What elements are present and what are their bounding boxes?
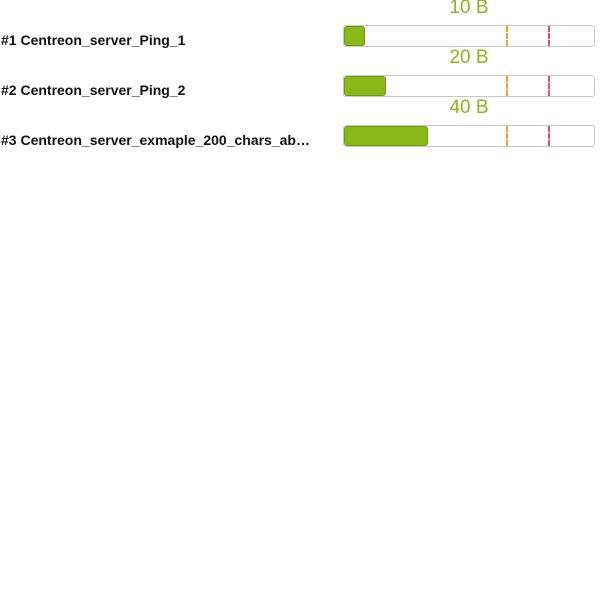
critical-threshold-marker xyxy=(548,126,550,146)
critical-threshold-marker xyxy=(548,26,550,46)
warning-threshold-marker xyxy=(506,76,508,96)
progress-bar-track xyxy=(343,125,595,147)
resource-row: #3 Centreon_server_exmaple_200_chars_abc… xyxy=(0,97,600,150)
warning-threshold-marker xyxy=(506,126,508,146)
resource-label[interactable]: #2 Centreon_server_Ping_2 xyxy=(1,82,186,98)
metric-value: 40 B xyxy=(449,97,489,118)
metric-value: 10 B xyxy=(449,0,489,18)
critical-threshold-marker xyxy=(548,76,550,96)
progress-bar-fill xyxy=(344,126,428,146)
resource-row: #2 Centreon_server_Ping_2 20 B xyxy=(0,47,600,100)
resource-row: #1 Centreon_server_Ping_1 10 B xyxy=(0,0,600,50)
progress-bar-track xyxy=(343,25,595,47)
resource-label[interactable]: #3 Centreon_server_exmaple_200_chars_abc… xyxy=(1,132,315,148)
progress-bar-fill xyxy=(344,76,386,96)
progress-bar-fill xyxy=(344,26,365,46)
resource-label[interactable]: #1 Centreon_server_Ping_1 xyxy=(1,32,186,48)
metric-value: 20 B xyxy=(449,47,489,68)
progress-bar-track xyxy=(343,75,595,97)
warning-threshold-marker xyxy=(506,26,508,46)
